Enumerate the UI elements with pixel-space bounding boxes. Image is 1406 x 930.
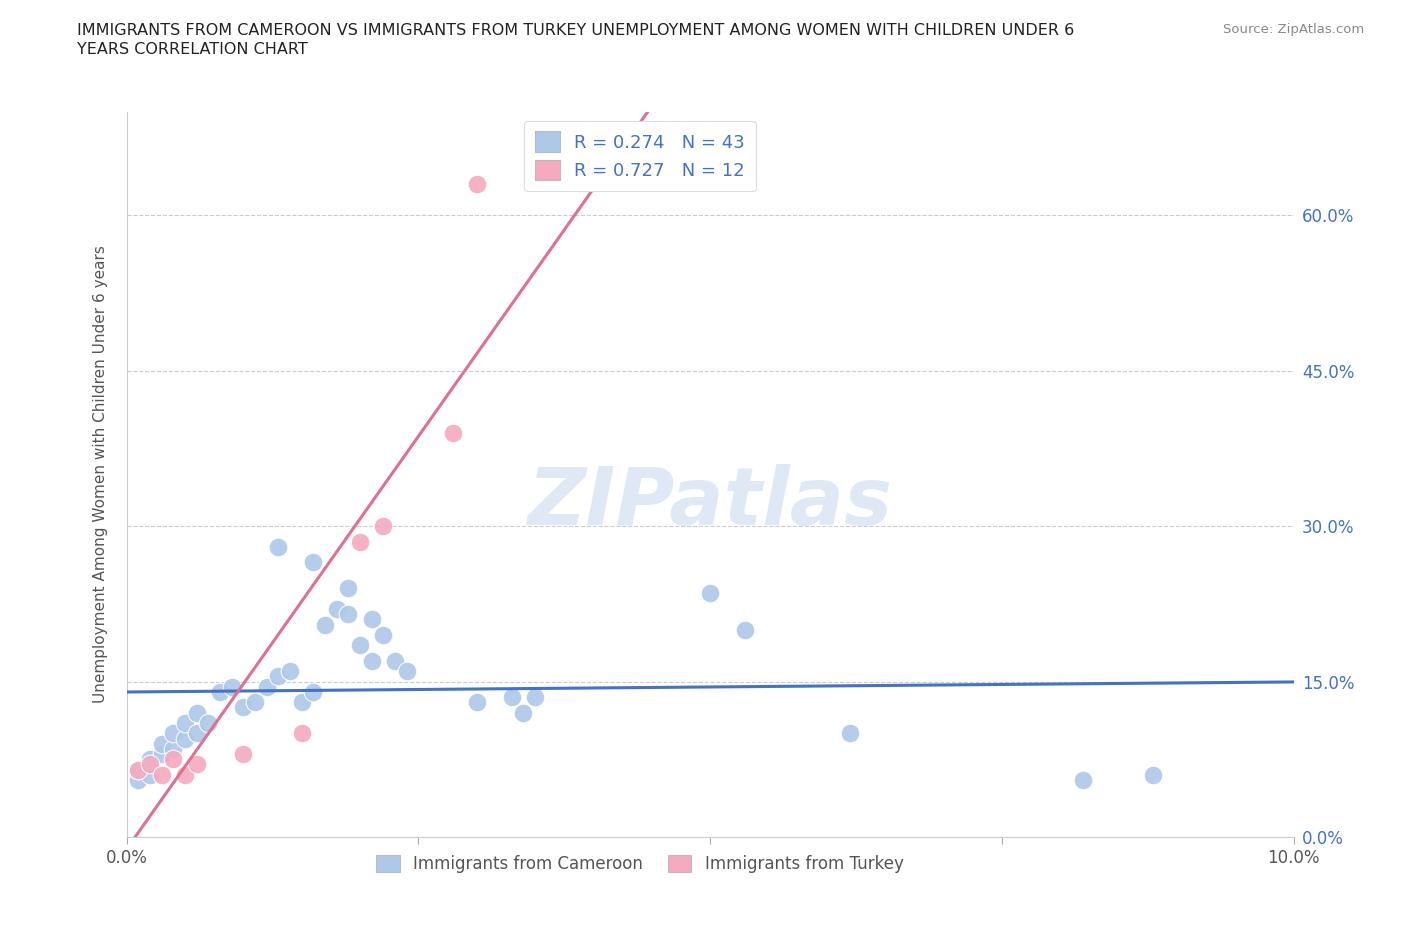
Point: [384, 654, 406, 669]
Text: ZIPatlas: ZIPatlas: [527, 464, 893, 542]
Point: [162, 741, 184, 756]
Y-axis label: Unemployment Among Women with Children Under 6 years: Unemployment Among Women with Children U…: [93, 246, 108, 703]
Legend: Immigrants from Cameroon, Immigrants from Turkey: Immigrants from Cameroon, Immigrants fro…: [370, 848, 910, 880]
Point: [139, 757, 162, 772]
Point: [1142, 767, 1164, 782]
Point: [465, 177, 488, 192]
Point: [314, 618, 336, 632]
Point: [186, 757, 208, 772]
Point: [139, 751, 162, 766]
Point: [325, 602, 347, 617]
Point: [174, 767, 197, 782]
Point: [349, 638, 371, 653]
Point: [441, 425, 464, 440]
Point: [337, 581, 360, 596]
Point: [302, 684, 325, 699]
Point: [186, 705, 208, 720]
Point: [373, 628, 395, 643]
Point: [302, 555, 325, 570]
Point: [150, 737, 173, 751]
Point: [699, 586, 721, 601]
Point: [127, 763, 149, 777]
Point: [139, 767, 162, 782]
Point: [127, 763, 149, 777]
Point: [232, 747, 254, 762]
Point: [221, 679, 243, 694]
Point: [232, 700, 254, 715]
Point: [174, 731, 197, 746]
Point: [267, 539, 290, 554]
Point: [360, 612, 382, 627]
Point: [501, 690, 523, 705]
Point: [197, 715, 219, 730]
Point: [290, 695, 312, 710]
Point: [734, 622, 756, 637]
Text: YEARS CORRELATION CHART: YEARS CORRELATION CHART: [77, 42, 308, 57]
Point: [150, 747, 173, 762]
Point: [1073, 773, 1095, 788]
Point: [243, 695, 266, 710]
Point: [186, 726, 208, 741]
Point: [208, 684, 231, 699]
Point: [127, 773, 149, 788]
Point: [839, 726, 862, 741]
Point: [278, 664, 301, 679]
Point: [465, 695, 488, 710]
Point: [512, 705, 534, 720]
Text: IMMIGRANTS FROM CAMEROON VS IMMIGRANTS FROM TURKEY UNEMPLOYMENT AMONG WOMEN WITH: IMMIGRANTS FROM CAMEROON VS IMMIGRANTS F…: [77, 23, 1074, 38]
Point: [373, 519, 395, 534]
Point: [162, 726, 184, 741]
Point: [174, 715, 197, 730]
Point: [524, 690, 547, 705]
Point: [162, 751, 184, 766]
Point: [256, 679, 278, 694]
Point: [395, 664, 418, 679]
Point: [267, 669, 290, 684]
Point: [290, 726, 312, 741]
Point: [349, 534, 371, 549]
Point: [337, 606, 360, 621]
Point: [150, 767, 173, 782]
Point: [360, 654, 382, 669]
Text: Source: ZipAtlas.com: Source: ZipAtlas.com: [1223, 23, 1364, 36]
